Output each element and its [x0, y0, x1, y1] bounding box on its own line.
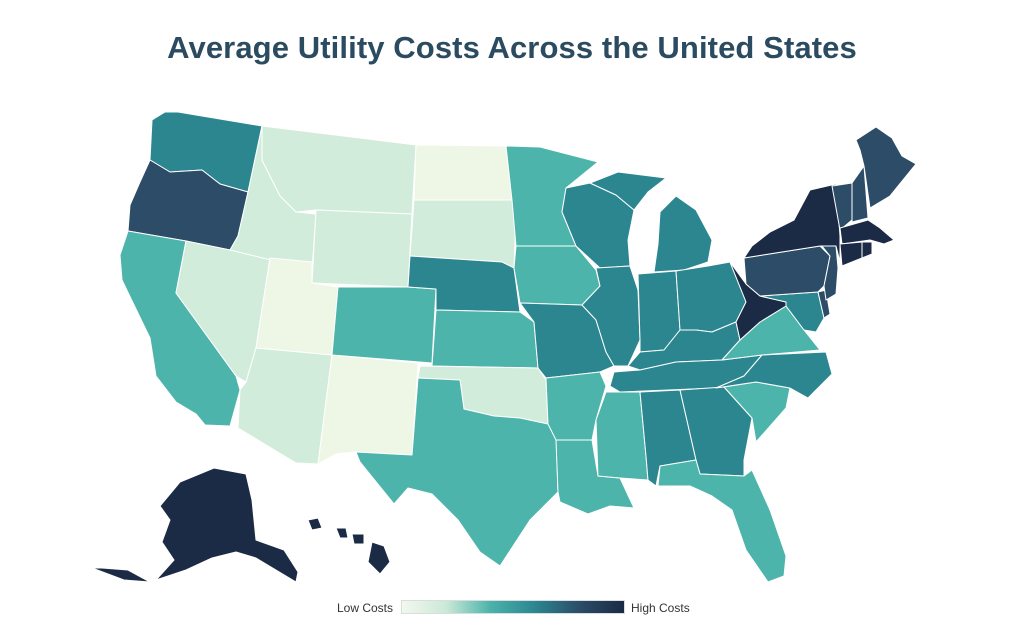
lake-michigan — [640, 200, 656, 268]
state-mississippi[interactable] — [595, 391, 649, 481]
state-newjersey[interactable] — [821, 245, 839, 301]
state-kansas[interactable] — [431, 309, 539, 369]
legend-high-label: High Costs — [631, 601, 690, 615]
state-arkansas[interactable] — [545, 371, 607, 441]
state-northcarolina[interactable] — [715, 351, 833, 399]
map-title: Average Utility Costs Across the United … — [167, 30, 857, 65]
state-rhodeisland[interactable] — [861, 241, 873, 259]
state-illinois[interactable] — [581, 265, 641, 367]
state-newmexico[interactable] — [317, 354, 419, 465]
legend-low-label: Low Costs — [336, 601, 393, 615]
state-arizona[interactable] — [237, 347, 333, 465]
map-legend: Low Costs High Costs — [0, 598, 1024, 620]
state-florida[interactable] — [657, 459, 787, 583]
state-newhampshire[interactable] — [851, 165, 869, 223]
state-maine[interactable] — [855, 126, 917, 209]
states-layer — [91, 111, 917, 583]
state-pennsylvania[interactable] — [743, 245, 831, 297]
state-connecticut[interactable] — [839, 241, 863, 267]
legend-color-scale — [401, 600, 625, 614]
state-louisiana[interactable] — [555, 439, 635, 515]
great-lakes — [640, 200, 656, 268]
state-michigan[interactable] — [589, 171, 713, 273]
state-northdakota[interactable] — [413, 144, 513, 201]
state-colorado[interactable] — [331, 286, 437, 364]
state-texas[interactable] — [355, 377, 559, 567]
state-alaska[interactable] — [91, 467, 299, 583]
state-wyoming[interactable] — [311, 209, 413, 288]
state-montana[interactable] — [261, 125, 417, 215]
state-hawaii[interactable] — [307, 517, 391, 575]
